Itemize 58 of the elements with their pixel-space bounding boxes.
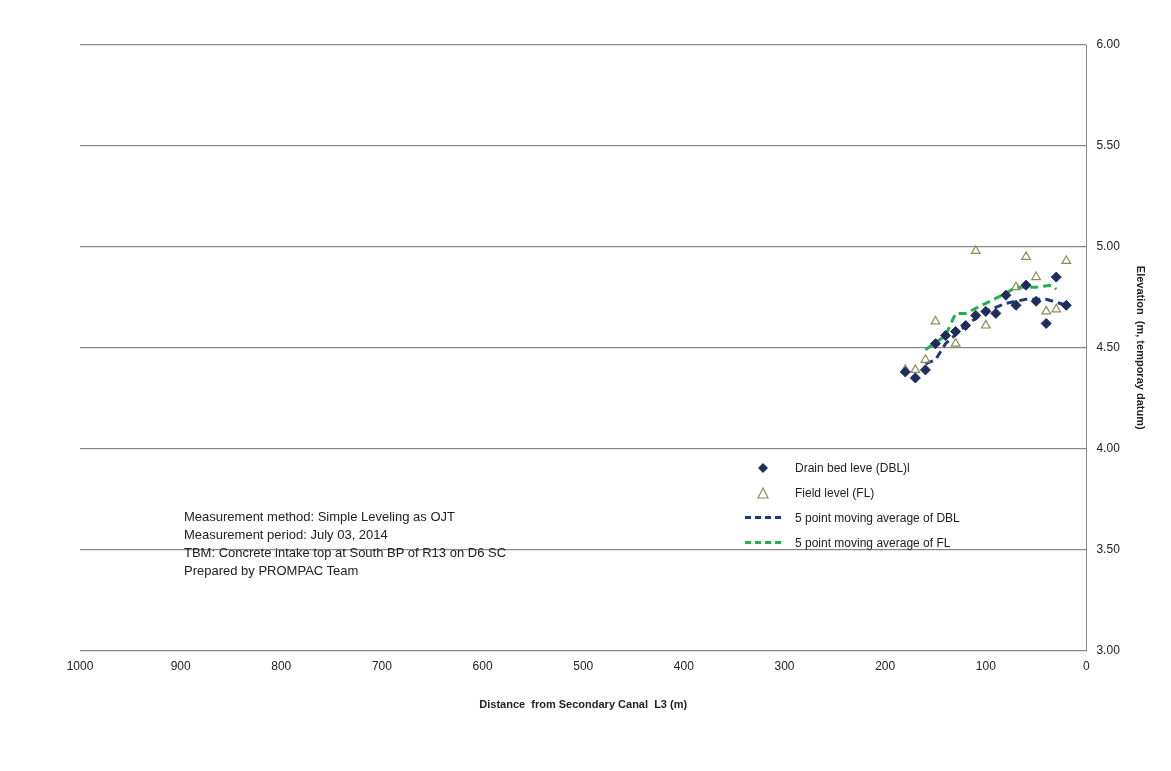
point xyxy=(970,309,982,321)
x-tick-label: 200 xyxy=(875,658,896,673)
point xyxy=(1010,299,1022,311)
point xyxy=(1060,299,1072,311)
point xyxy=(1061,255,1072,265)
point xyxy=(940,330,952,342)
point xyxy=(990,307,1002,319)
legend-label: Drain bed leve (DBL)l xyxy=(795,460,910,475)
line-series xyxy=(923,283,1058,352)
point xyxy=(950,326,962,338)
point xyxy=(899,366,911,378)
annotation: Prepared by PROMPAC Team xyxy=(184,562,360,580)
point xyxy=(1030,295,1042,307)
y-axis-title: Elevation (m, temporay datum) xyxy=(1135,265,1148,430)
x-tick-label: 900 xyxy=(170,658,191,673)
y-tick-label: 4.50 xyxy=(1096,340,1121,355)
point xyxy=(1021,251,1031,260)
y-tick-label: 5.00 xyxy=(1096,239,1121,254)
point xyxy=(1000,289,1012,301)
point xyxy=(980,319,991,329)
point xyxy=(1041,305,1052,315)
x-tick-label: 500 xyxy=(573,658,594,673)
x-tick-label: 300 xyxy=(774,658,795,673)
legend-label: 5 point moving average of FL xyxy=(795,535,951,550)
point xyxy=(1051,303,1062,313)
point xyxy=(1011,281,1021,291)
x-tick-label: 700 xyxy=(371,658,393,673)
point xyxy=(960,320,972,331)
x-axis-title: Distance from Secondary Canal L3 (m) xyxy=(479,698,688,711)
y-tick-label: 4.00 xyxy=(1096,440,1121,455)
point xyxy=(909,372,921,384)
point xyxy=(970,245,981,254)
point xyxy=(1050,271,1062,283)
point xyxy=(919,364,931,376)
point xyxy=(1040,317,1052,329)
x-tick-label: 1000 xyxy=(66,658,94,673)
point xyxy=(910,364,921,373)
y-tick-label: 3.00 xyxy=(1096,642,1121,657)
annotation: Measurement method: Simple Leveling as OJT xyxy=(184,508,456,526)
x-tick-label: 400 xyxy=(673,658,695,673)
x-tick-label: 0 xyxy=(1083,658,1091,673)
point xyxy=(929,338,941,350)
point xyxy=(930,315,941,325)
point xyxy=(980,305,992,317)
y-tick-label: 6.00 xyxy=(1096,37,1121,52)
legend-label: 5 point moving average of DBL xyxy=(795,510,960,525)
legend-label: Field level (FL) xyxy=(795,485,875,500)
point xyxy=(1020,279,1032,291)
x-tick-label: 800 xyxy=(271,658,292,673)
point xyxy=(950,338,961,347)
point xyxy=(920,354,931,363)
x-tick-label: 100 xyxy=(975,658,997,673)
x-tick-label: 600 xyxy=(472,658,493,673)
annotation: Measurement period: July 03, 2014 xyxy=(184,526,389,544)
annotation: TBM: Concrete intake top at South BP of R13 on D6 SC xyxy=(184,544,507,562)
y-tick-label: 3.50 xyxy=(1096,541,1121,556)
point xyxy=(1031,271,1042,281)
y-tick-label: 5.50 xyxy=(1096,138,1121,153)
